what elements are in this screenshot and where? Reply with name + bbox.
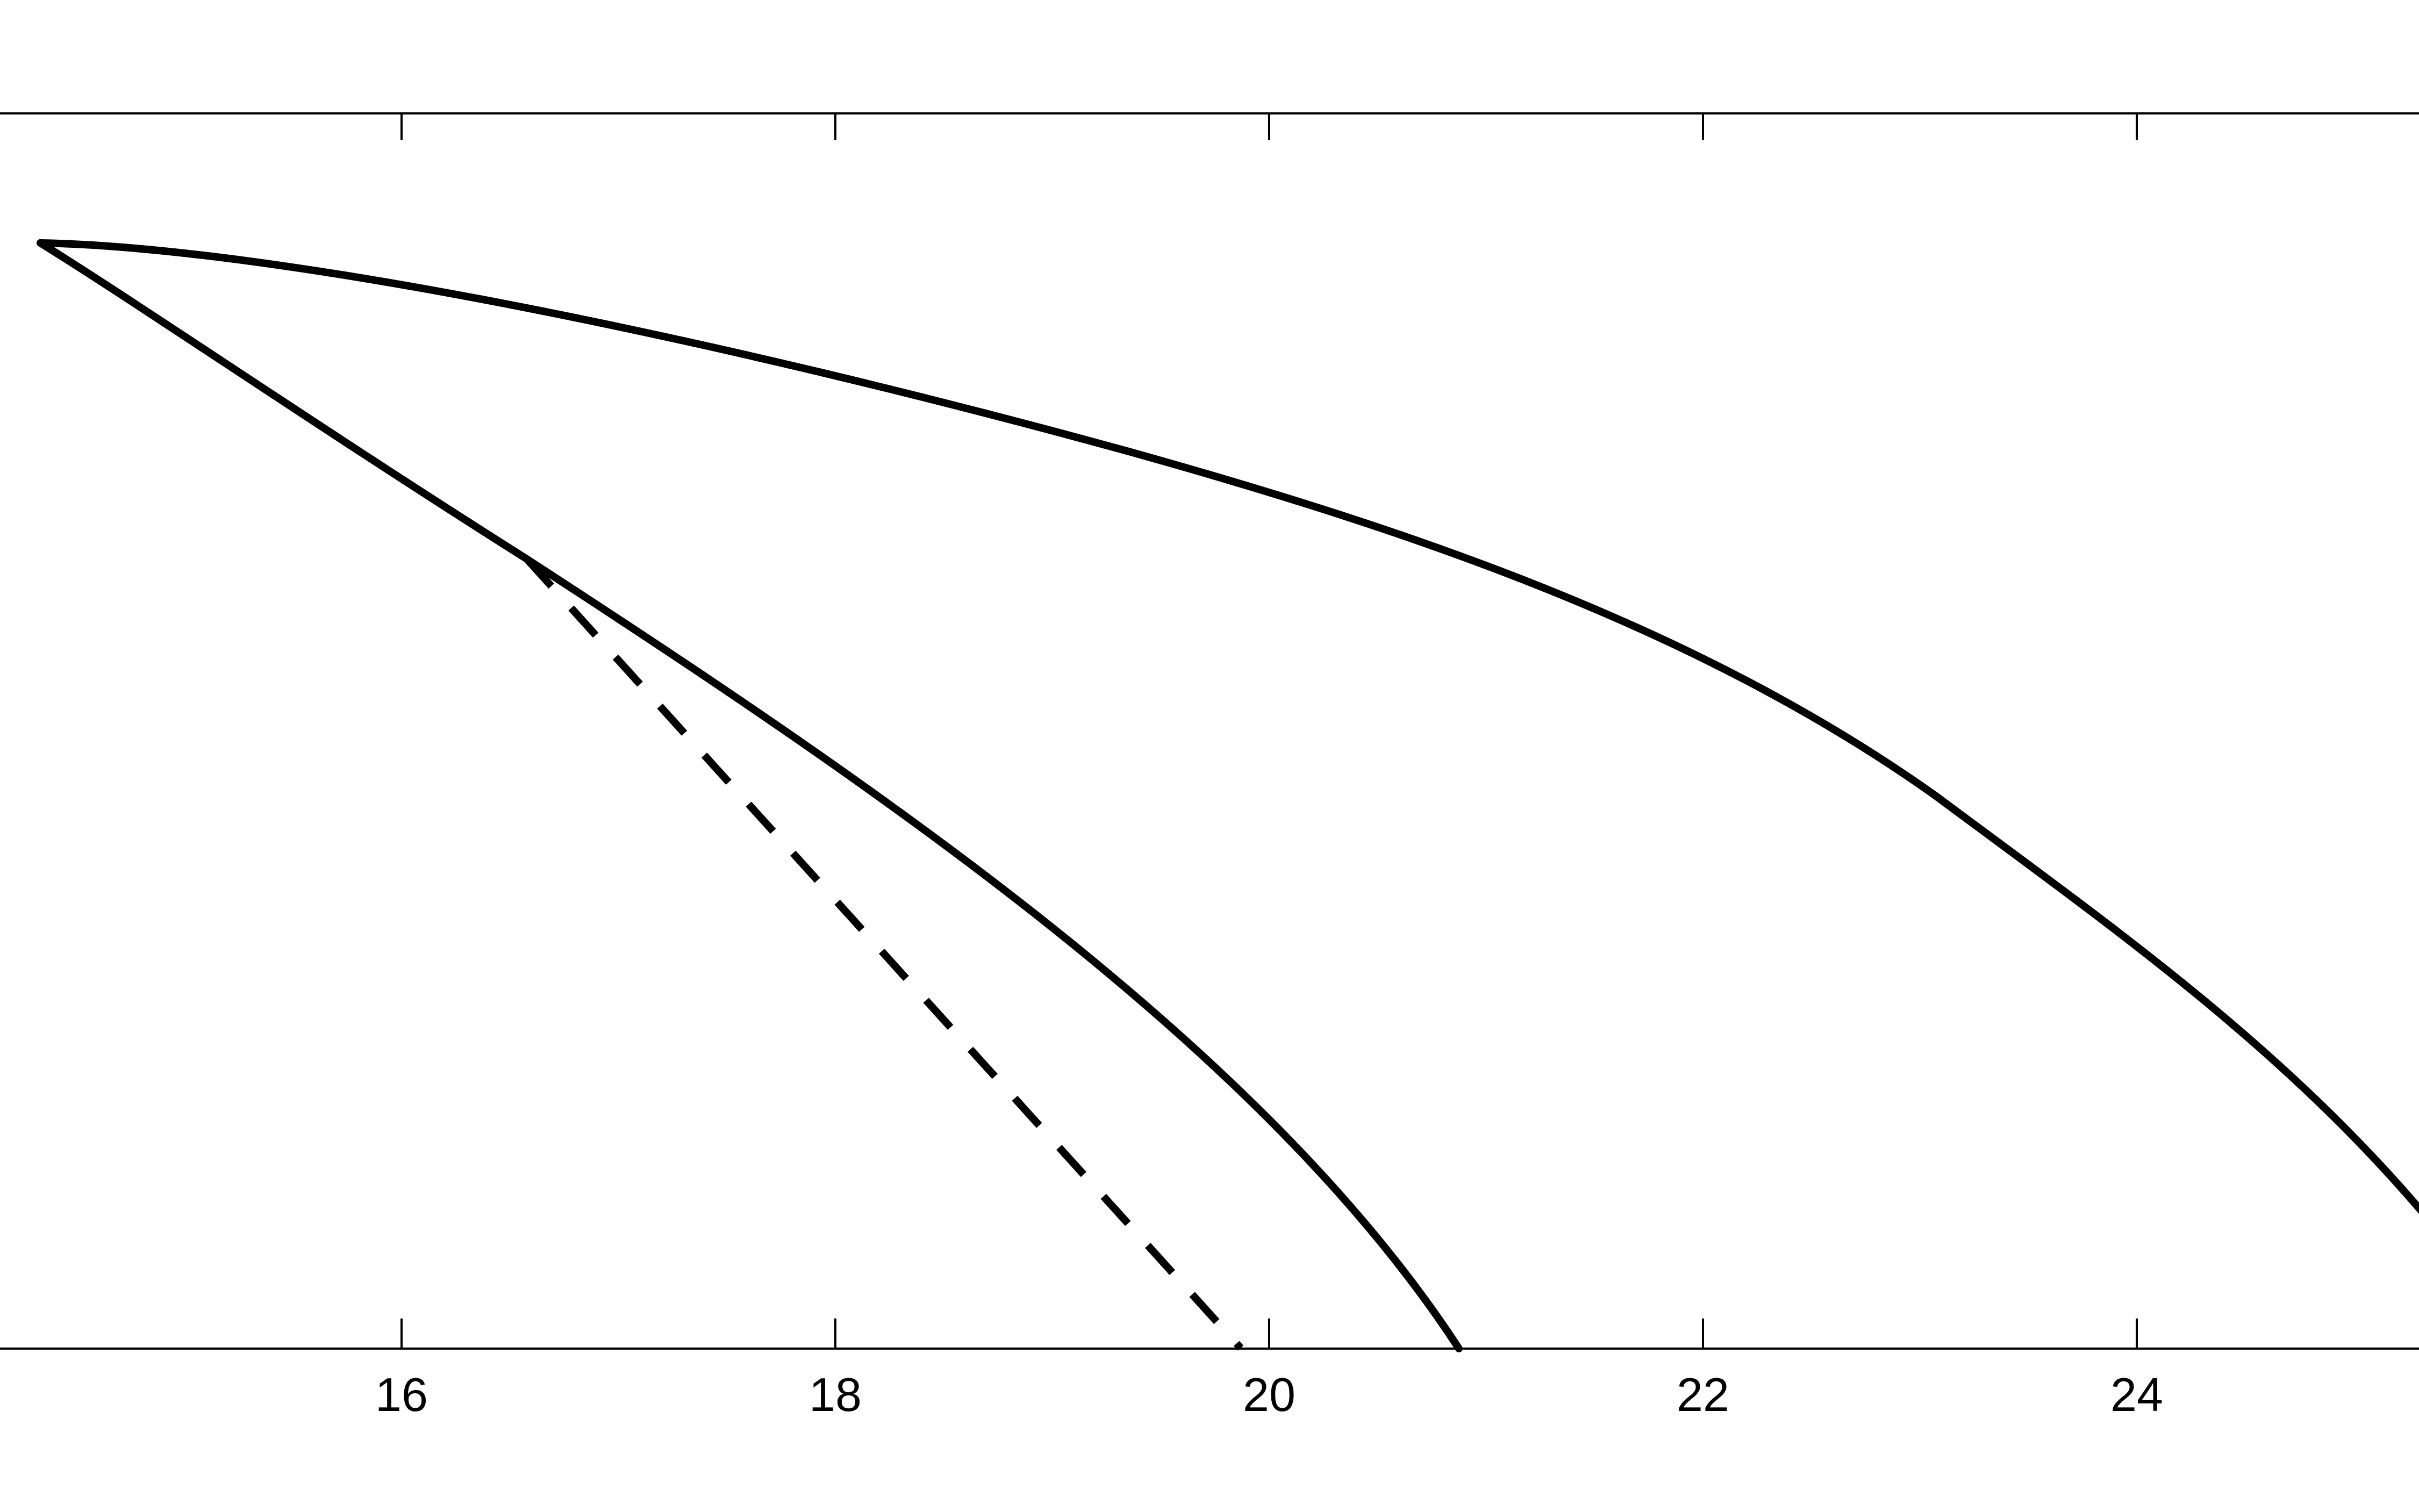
svg-text:20: 20 xyxy=(1243,1368,1296,1421)
svg-text:18: 18 xyxy=(809,1368,862,1421)
svg-text:24: 24 xyxy=(2110,1368,2163,1421)
svg-text:22: 22 xyxy=(1677,1368,1729,1421)
svg-text:16: 16 xyxy=(375,1368,428,1421)
